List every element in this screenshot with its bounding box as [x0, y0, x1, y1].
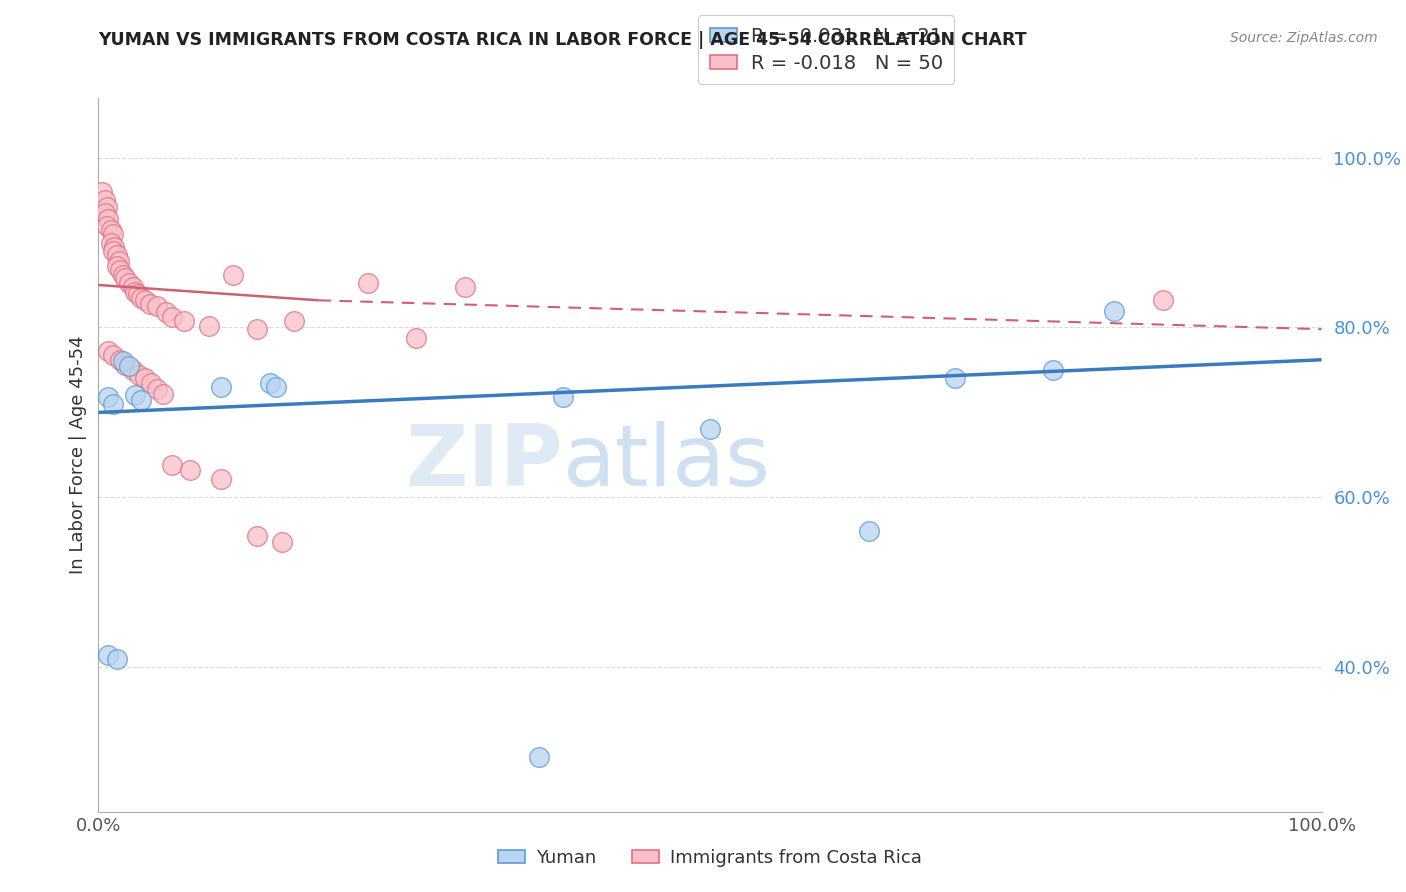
Point	[97, 211, 120, 226]
Point	[527, 749, 550, 764]
Point	[96, 219, 118, 233]
Point	[129, 392, 152, 407]
Point	[1152, 293, 1174, 308]
Point	[111, 354, 134, 368]
Point	[222, 268, 245, 282]
Point	[124, 388, 146, 402]
Point	[179, 463, 201, 477]
Point	[283, 314, 305, 328]
Y-axis label: In Labor Force | Age 45-54: In Labor Force | Age 45-54	[69, 335, 87, 574]
Point	[96, 200, 118, 214]
Point	[128, 368, 150, 382]
Point	[118, 277, 141, 291]
Point	[91, 185, 114, 199]
Point	[97, 344, 120, 359]
Point	[121, 279, 143, 293]
Point	[93, 193, 115, 207]
Point	[270, 534, 294, 549]
Point	[146, 299, 169, 313]
Point	[553, 390, 575, 404]
Point	[111, 268, 134, 282]
Point	[259, 376, 281, 390]
Point	[108, 254, 131, 268]
Point	[1102, 303, 1125, 318]
Text: atlas: atlas	[564, 420, 772, 504]
Text: Source: ZipAtlas.com: Source: ZipAtlas.com	[1230, 31, 1378, 45]
Point	[454, 279, 477, 293]
Point	[105, 260, 128, 274]
Point	[97, 648, 120, 662]
Point	[246, 322, 269, 336]
Point	[943, 371, 966, 385]
Point	[110, 262, 132, 277]
Point	[139, 296, 162, 310]
Point	[155, 305, 177, 319]
Point	[264, 380, 287, 394]
Point	[146, 382, 169, 396]
Point	[103, 240, 125, 254]
Point	[405, 331, 427, 345]
Point	[127, 286, 149, 301]
Point	[110, 352, 132, 367]
Text: ZIP: ZIP	[405, 420, 564, 504]
Point	[134, 293, 156, 308]
Point	[160, 458, 183, 472]
Point	[100, 223, 122, 237]
Point	[1042, 363, 1064, 377]
Point	[129, 291, 152, 305]
Point	[197, 318, 219, 333]
Point	[100, 235, 122, 250]
Point	[124, 285, 146, 299]
Point	[858, 524, 880, 539]
Text: YUMAN VS IMMIGRANTS FROM COSTA RICA IN LABOR FORCE | AGE 45-54 CORRELATION CHART: YUMAN VS IMMIGRANTS FROM COSTA RICA IN L…	[98, 31, 1026, 49]
Point	[101, 244, 124, 258]
Point	[114, 358, 136, 372]
Legend: Yuman, Immigrants from Costa Rica: Yuman, Immigrants from Costa Rica	[491, 842, 929, 874]
Point	[699, 422, 721, 436]
Point	[209, 380, 232, 394]
Point	[173, 314, 195, 328]
Point	[121, 363, 143, 377]
Point	[93, 206, 115, 220]
Point	[101, 348, 124, 362]
Point	[101, 397, 124, 411]
Point	[114, 271, 136, 285]
Point	[139, 376, 162, 390]
Point	[246, 528, 269, 542]
Point	[356, 277, 378, 291]
Point	[160, 310, 183, 325]
Point	[105, 652, 128, 666]
Point	[101, 227, 124, 241]
Point	[209, 472, 232, 486]
Point	[105, 248, 128, 262]
Point	[152, 386, 174, 401]
Point	[134, 371, 156, 385]
Point	[97, 390, 120, 404]
Point	[118, 359, 141, 373]
